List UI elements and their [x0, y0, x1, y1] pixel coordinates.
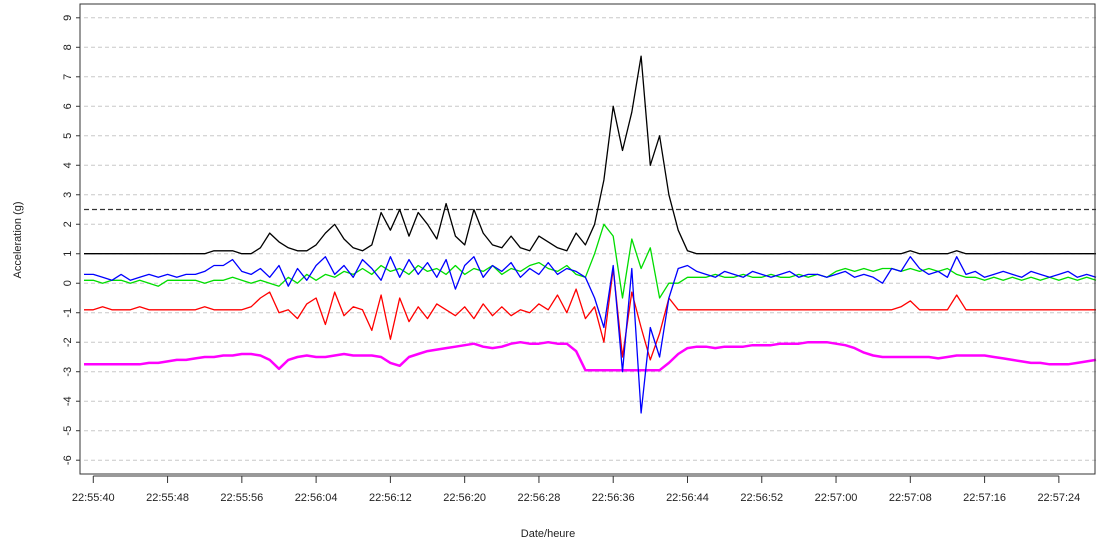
y-tick-label: 4: [62, 162, 74, 168]
y-tick-label: -6: [62, 455, 74, 465]
y-tick-label: -3: [62, 367, 74, 377]
x-tick-label: 22:56:44: [666, 492, 709, 504]
y-tick-label: -4: [62, 396, 74, 406]
y-tick-label: 7: [62, 74, 74, 80]
x-tick-label: 22:56:52: [740, 492, 783, 504]
series-line: [84, 340, 1097, 372]
plot-frame: [79, 3, 1096, 475]
y-tick-label: 6: [62, 103, 74, 109]
y-tick-label: 9: [62, 15, 74, 21]
x-tick-label: 22:56:28: [518, 492, 561, 504]
y-tick-label: 8: [62, 44, 74, 50]
series-line: [84, 256, 1097, 414]
x-tick-label: 22:57:24: [1037, 492, 1080, 504]
x-tick-label: 22:55:56: [220, 492, 263, 504]
x-tick-label: 22:55:40: [72, 492, 115, 504]
y-tick-label: 0: [62, 280, 74, 286]
y-tick-label: -2: [62, 337, 74, 347]
y-tick-label: -5: [62, 426, 74, 436]
y-tick-label: 5: [62, 133, 74, 139]
x-tick-label: 22:55:48: [146, 492, 189, 504]
y-axis-title: Acceleration (g): [12, 201, 24, 278]
x-axis-title: Date/heure: [521, 528, 575, 540]
series-line: [84, 223, 1097, 299]
y-tick-label: 1: [62, 251, 74, 257]
y-tick-label: 2: [62, 221, 74, 227]
x-tick-label: 22:57:00: [815, 492, 858, 504]
y-tick-label: 3: [62, 192, 74, 198]
x-tick-label: 22:57:16: [963, 492, 1006, 504]
x-tick-label: 22:56:12: [369, 492, 412, 504]
x-tick-label: 22:56:20: [443, 492, 486, 504]
x-tick-label: 22:56:04: [295, 492, 338, 504]
x-tick-label: 22:57:08: [889, 492, 932, 504]
y-tick-label: -1: [62, 308, 74, 318]
series-line: [84, 267, 1096, 361]
x-tick-label: 22:56:36: [592, 492, 635, 504]
series-line: [84, 55, 1096, 255]
